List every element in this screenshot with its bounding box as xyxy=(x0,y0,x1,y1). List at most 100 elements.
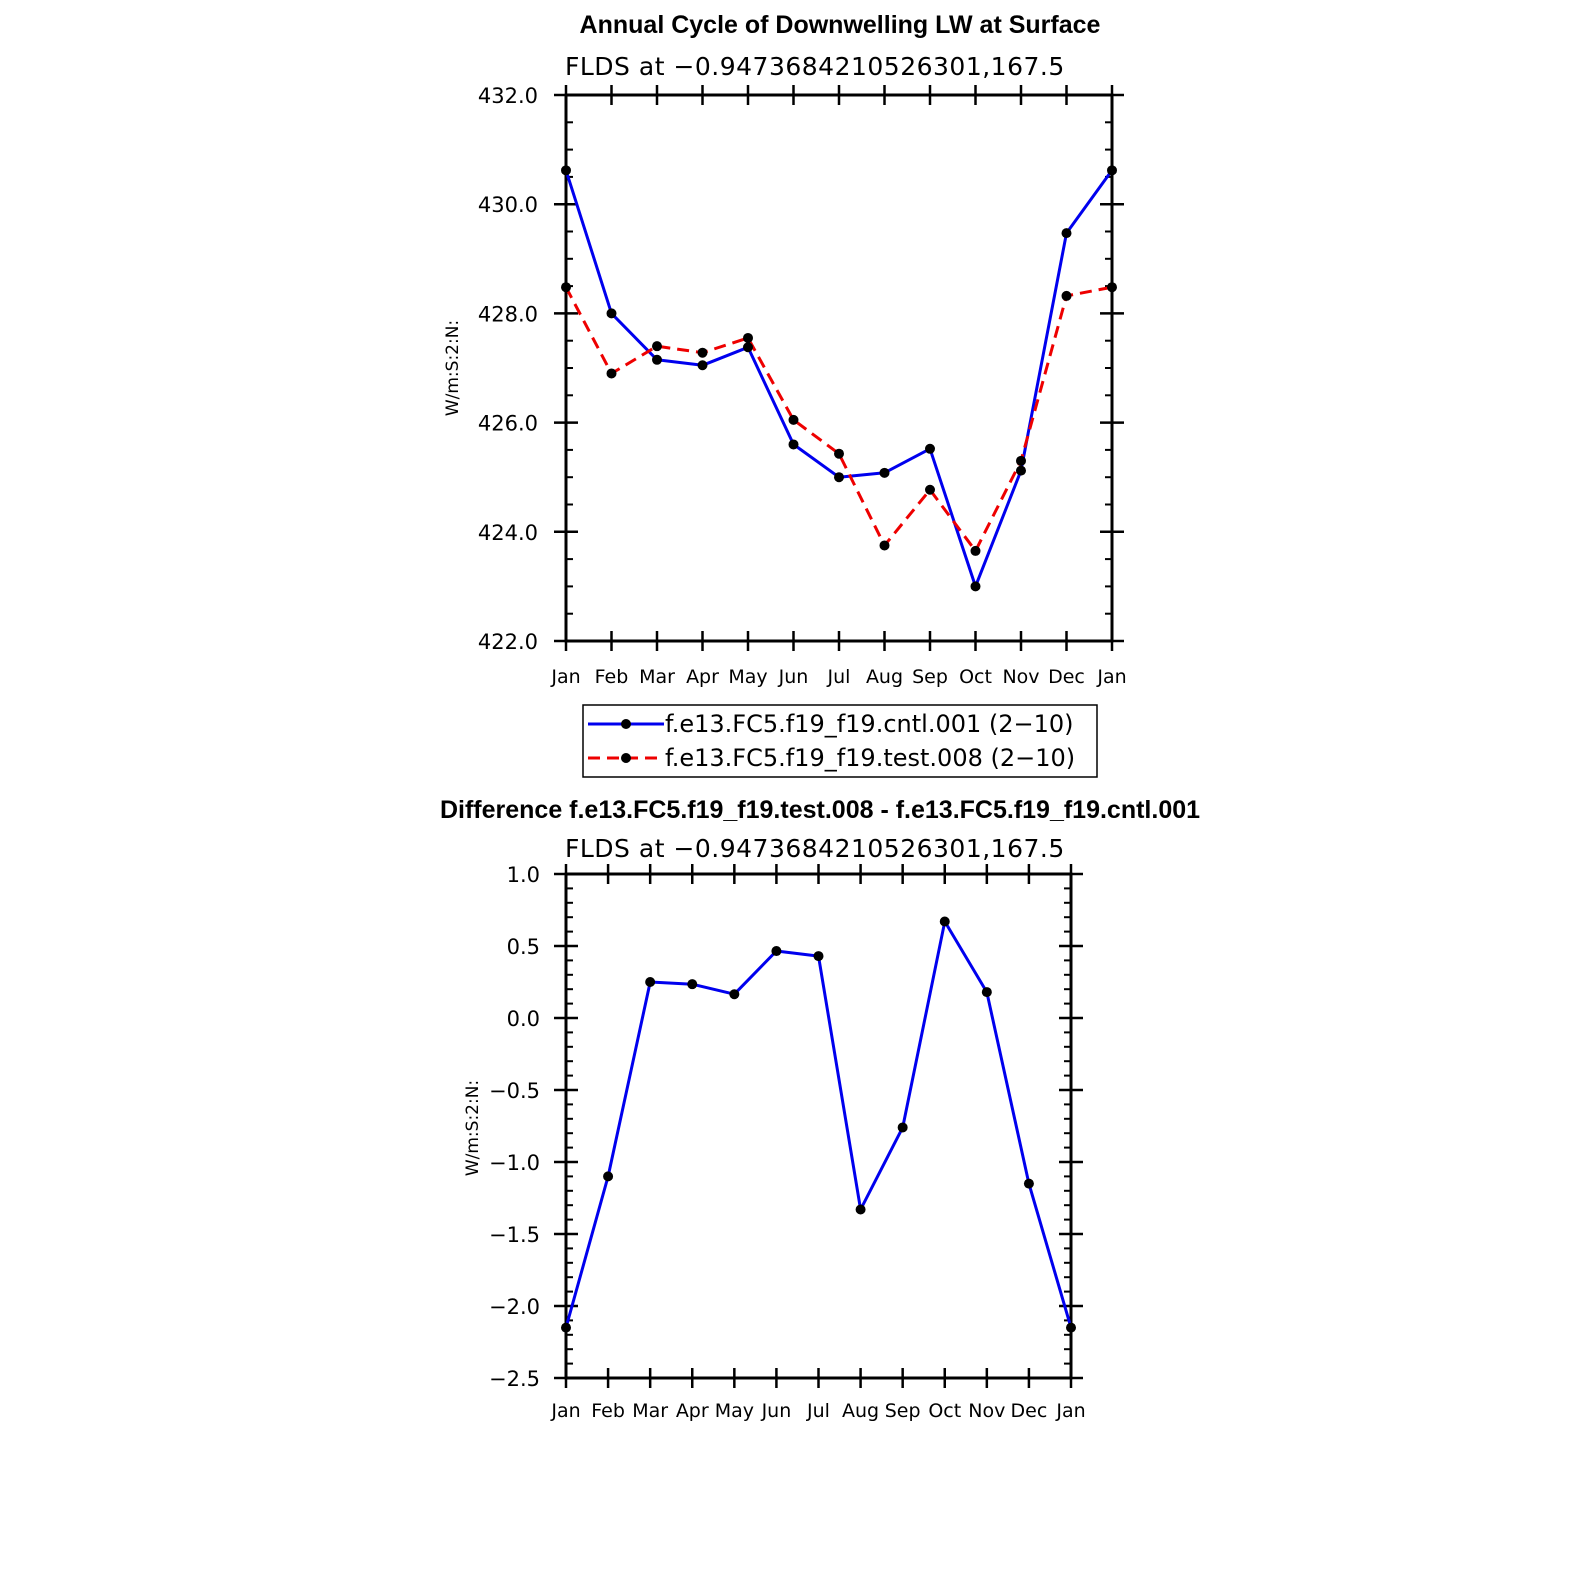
y-tick-label: 0.0 xyxy=(507,1007,540,1031)
data-point-0 xyxy=(855,1204,866,1215)
legend-marker-test xyxy=(621,753,631,763)
x-tick-label: Feb xyxy=(595,666,629,688)
annual-cycle-chart: Annual Cycle of Downwelling LW at Surfac… xyxy=(443,11,1127,778)
y-tick-label: 424.0 xyxy=(478,521,538,545)
data-point-0 xyxy=(729,989,740,1000)
data-point-0 xyxy=(1066,1322,1076,1333)
x-tick-label: Nov xyxy=(968,1400,1005,1422)
legend-entry-test: f.e13.FC5.f19_f19.test.008 (2−10) xyxy=(665,744,1075,772)
x-tick-label: Mar xyxy=(632,1400,668,1422)
data-point-0 xyxy=(1023,1178,1034,1189)
data-point-0 xyxy=(771,946,782,957)
data-point-1 xyxy=(1061,290,1072,301)
plot-frame xyxy=(564,93,1114,643)
data-point-0 xyxy=(1016,465,1026,476)
data-point-1 xyxy=(606,368,617,379)
x-tick-label: Nov xyxy=(1002,666,1039,688)
y-tick-label: 422.0 xyxy=(478,630,538,654)
data-point-0 xyxy=(970,581,981,592)
y-tick-label: −1.5 xyxy=(489,1223,540,1247)
data-point-0 xyxy=(652,354,662,365)
x-tick-label: Oct xyxy=(959,666,992,688)
data-point-1 xyxy=(788,414,799,425)
y-tick-label: 430.0 xyxy=(478,193,538,217)
data-point-0 xyxy=(561,1322,571,1333)
legend-entry-cntl: f.e13.FC5.f19_f19.cntl.001 (2−10) xyxy=(665,710,1074,738)
difference-chart: Difference f.e13.FC5.f19_f19.test.008 - … xyxy=(440,796,1200,1422)
data-point-1 xyxy=(834,448,844,459)
plot-area: −2.5 −2.0 −1.5 −1.0 −0.5 0.0 0.5 1.0 Jan Feb Mar Ap… xyxy=(489,863,1086,1422)
y-tick-label: −0.5 xyxy=(489,1079,540,1103)
x-tick-label: Sep xyxy=(912,666,948,688)
y-tick-label: 0.5 xyxy=(507,935,540,959)
data-point-1 xyxy=(879,540,890,551)
y-axis-label: W/m:S:2:N: xyxy=(463,1080,483,1176)
data-point-0 xyxy=(645,977,656,987)
data-point-0 xyxy=(834,472,844,483)
data-point-0 xyxy=(813,951,824,962)
x-tick-label: Oct xyxy=(928,1400,961,1422)
data-point-1 xyxy=(970,545,981,556)
data-point-1 xyxy=(697,347,708,358)
series-line-0 xyxy=(564,169,1114,588)
data-point-1 xyxy=(1016,455,1026,466)
data-point-0 xyxy=(603,1171,614,1182)
x-tick-label: Jul xyxy=(806,1400,830,1422)
x-tick-label: May xyxy=(728,666,767,688)
data-point-0 xyxy=(561,165,571,176)
x-tick-label: Aug xyxy=(866,666,903,688)
series-line-0 xyxy=(564,920,1073,1329)
data-point-0 xyxy=(897,1122,908,1133)
x-tick-label: Aug xyxy=(842,1400,879,1422)
data-point-1 xyxy=(561,282,571,293)
y-tick-label: 1.0 xyxy=(507,863,540,887)
chart-subtitle: FLDS at −0.9473684210526301,167.5 xyxy=(565,834,1065,863)
data-point-1 xyxy=(743,332,753,343)
x-tick-label: Feb xyxy=(591,1400,625,1422)
data-point-0 xyxy=(743,342,753,353)
data-point-1 xyxy=(1107,282,1117,293)
x-tick-label: Jan xyxy=(550,1400,580,1422)
legend-marker-cntl xyxy=(621,719,631,729)
data-point-1 xyxy=(925,484,935,495)
y-tick-label: −2.5 xyxy=(489,1367,540,1391)
x-tick-label: Jan xyxy=(1096,666,1126,688)
chart-title: Annual Cycle of Downwelling LW at Surfac… xyxy=(580,11,1101,39)
x-tick-label: Mar xyxy=(639,666,675,688)
plot-frame xyxy=(564,872,1073,1380)
y-tick-label: −2.0 xyxy=(489,1295,540,1319)
data-point-0 xyxy=(606,308,617,319)
x-tick-label: May xyxy=(715,1400,754,1422)
chart-subtitle: FLDS at −0.9473684210526301,167.5 xyxy=(565,52,1065,81)
x-tick-label: Jun xyxy=(761,1400,792,1422)
x-tick-label: Dec xyxy=(1011,1400,1048,1422)
data-point-0 xyxy=(697,360,708,371)
data-point-0 xyxy=(1107,165,1117,176)
plot-area: 422.0 424.0 426.0 428.0 430.0 432.0 Jan Feb Mar A… xyxy=(478,84,1127,688)
y-tick-label: −1.0 xyxy=(489,1151,540,1175)
data-point-0 xyxy=(687,979,698,990)
x-tick-label: Sep xyxy=(885,1400,921,1422)
legend: f.e13.FC5.f19_f19.cntl.001 (2−10) f.e13.… xyxy=(582,704,1098,778)
data-point-0 xyxy=(1061,228,1072,239)
x-tick-label: Apr xyxy=(676,1400,709,1422)
x-tick-label: Jun xyxy=(778,666,809,688)
x-tick-label: Jan xyxy=(550,666,580,688)
data-point-0 xyxy=(788,439,799,450)
x-tick-label: Apr xyxy=(686,666,719,688)
chart-title: Difference f.e13.FC5.f19_f19.test.008 - … xyxy=(440,796,1200,824)
y-axis-label: W/m:S:2:N: xyxy=(443,320,463,416)
data-point-0 xyxy=(925,443,935,454)
data-point-0 xyxy=(981,987,992,998)
y-tick-label: 426.0 xyxy=(478,412,538,436)
data-point-1 xyxy=(652,341,662,352)
y-tick-label: 428.0 xyxy=(478,302,538,326)
data-point-0 xyxy=(879,467,890,478)
data-point-0 xyxy=(939,916,950,927)
x-tick-label: Dec xyxy=(1048,666,1085,688)
y-tick-label: 432.0 xyxy=(478,84,538,108)
x-tick-label: Jan xyxy=(1055,1400,1085,1422)
x-tick-label: Jul xyxy=(827,666,851,688)
legend-box xyxy=(582,704,1098,778)
